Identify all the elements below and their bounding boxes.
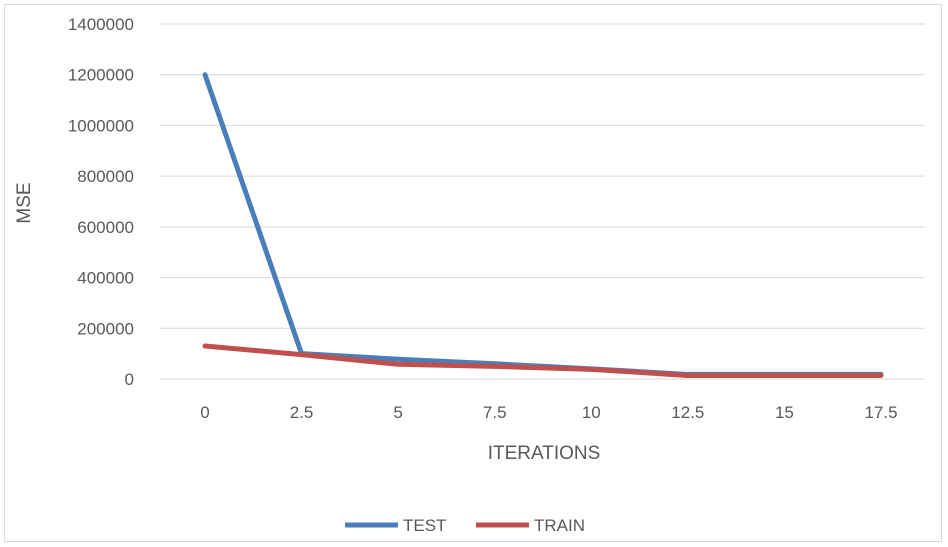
x-tick-label: 10 <box>582 403 601 422</box>
y-tick-label: 0 <box>125 370 134 389</box>
legend-label-train: TRAIN <box>534 516 585 535</box>
gridlines <box>160 23 925 329</box>
x-tick-label: 5 <box>393 403 402 422</box>
legend-label-test: TEST <box>403 516 446 535</box>
y-tick-label: 1000000 <box>68 116 134 135</box>
series-lines <box>202 72 884 378</box>
chart-frame <box>4 4 942 542</box>
y-axis-title: MSE <box>14 182 35 223</box>
x-axis-ticks: 0 2.5 5 7.5 10 12.5 15 17.5 <box>200 403 897 422</box>
x-tick-label: 7.5 <box>483 403 507 422</box>
series-line-test <box>202 72 884 377</box>
y-tick-label: 200000 <box>77 319 134 338</box>
x-tick-label: 0 <box>200 403 209 422</box>
x-tick-label: 2.5 <box>290 403 314 422</box>
y-tick-label: 800000 <box>77 167 134 186</box>
y-tick-label: 1200000 <box>68 66 134 85</box>
x-tick-label: 17.5 <box>864 403 897 422</box>
y-tick-label: 1400000 <box>68 15 134 34</box>
y-tick-label: 600000 <box>77 218 134 237</box>
series-line-train <box>202 343 884 378</box>
y-tick-label: 400000 <box>77 269 134 288</box>
x-axis-title: ITERATIONS <box>488 443 601 464</box>
y-axis-ticks: 0 200000 400000 600000 800000 1000000 1200000 1… <box>68 15 134 389</box>
x-tick-label: 12.5 <box>671 403 704 422</box>
legend: TEST TRAIN <box>345 516 585 535</box>
x-tick-label: 15 <box>775 403 794 422</box>
